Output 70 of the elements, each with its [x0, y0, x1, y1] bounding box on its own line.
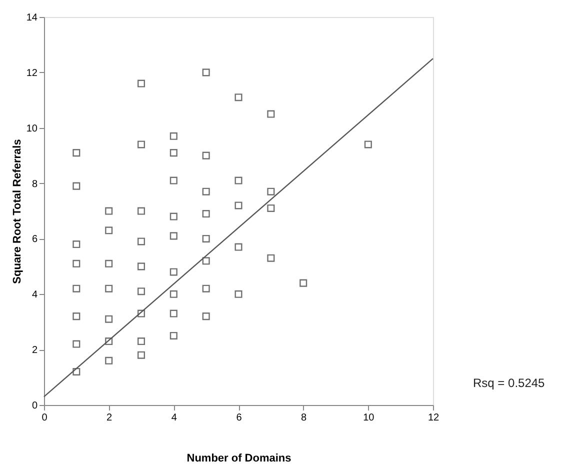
point [202, 284, 210, 292]
point [105, 337, 113, 346]
point [170, 212, 178, 220]
point [137, 207, 146, 215]
point [137, 288, 146, 296]
point [137, 140, 146, 148]
y-tick-label: 14 [26, 12, 38, 24]
point [72, 149, 80, 157]
point [72, 368, 80, 376]
y-tick-label: 12 [26, 68, 38, 79]
y-tick-label: 0 [32, 400, 38, 412]
point [105, 356, 113, 364]
y-tick-label: 10 [26, 123, 38, 134]
point [234, 94, 242, 102]
point [105, 260, 113, 268]
point [234, 243, 242, 251]
x-tick-label: 4 [171, 412, 178, 424]
point [170, 290, 178, 298]
point [202, 152, 210, 160]
point [234, 202, 242, 210]
point [72, 340, 80, 348]
point [170, 176, 178, 184]
y-axis-title: Square Root Total Referrals [11, 139, 24, 284]
x-tick-label: 10 [363, 412, 375, 424]
x-tick-label: 6 [236, 412, 242, 424]
y-tick-label: 4 [32, 290, 38, 301]
point [72, 260, 80, 268]
y-tick-label: 8 [32, 178, 38, 190]
point [202, 257, 210, 265]
point [234, 176, 242, 184]
point [202, 234, 210, 242]
point [267, 110, 275, 118]
point [202, 210, 210, 218]
point [202, 312, 210, 320]
point [105, 226, 113, 234]
point [137, 238, 146, 246]
point [170, 149, 178, 157]
point [267, 254, 275, 262]
point [267, 204, 275, 212]
point [137, 337, 146, 346]
point [72, 182, 80, 190]
x-tick-label: 2 [106, 412, 113, 424]
point [105, 315, 113, 323]
point [72, 240, 80, 248]
point [137, 80, 146, 88]
point [137, 351, 146, 359]
point [234, 290, 242, 298]
point [202, 68, 210, 76]
point [170, 332, 178, 340]
x-axis-title: Number of Domains [186, 452, 292, 464]
x-tick-label: 0 [42, 412, 48, 424]
point [202, 188, 210, 196]
point [72, 284, 80, 292]
point [72, 312, 80, 320]
x-tick-label: 8 [301, 412, 308, 424]
point [364, 140, 372, 148]
point [267, 188, 275, 196]
point [300, 279, 308, 287]
point [170, 310, 178, 318]
point [105, 284, 113, 292]
y-tick-label: 2 [32, 345, 38, 356]
point [170, 268, 178, 276]
point [170, 232, 178, 240]
point [170, 132, 178, 140]
point [105, 207, 113, 215]
point [137, 262, 146, 270]
y-tick-label: 6 [32, 234, 38, 246]
point [137, 310, 146, 318]
x-tick-label: 12 [428, 412, 440, 424]
text: Rsq = 0.5245 [473, 376, 546, 390]
